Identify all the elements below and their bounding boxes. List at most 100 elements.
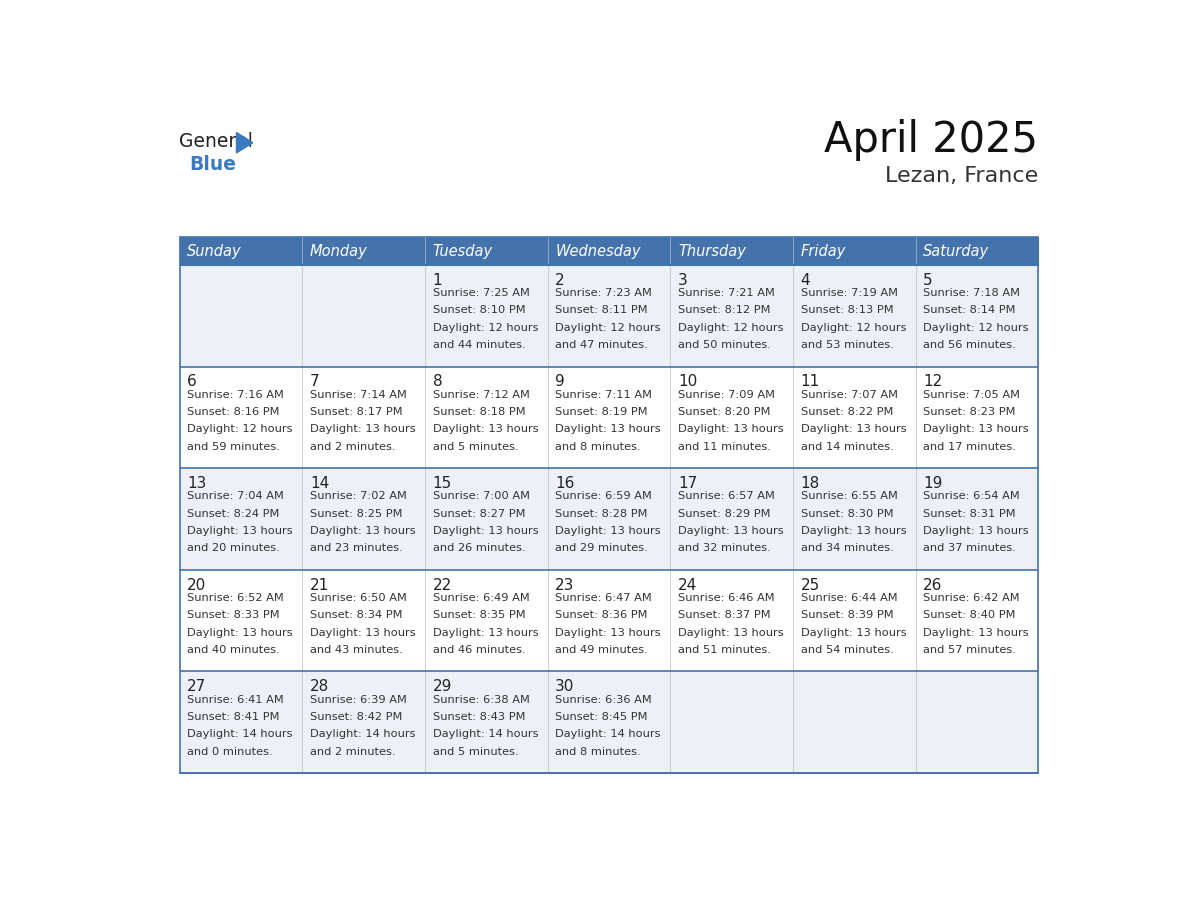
Bar <box>548 237 670 265</box>
Text: Monday: Monday <box>310 243 367 259</box>
Bar <box>302 237 425 265</box>
Text: Sunrise: 7:05 AM: Sunrise: 7:05 AM <box>923 389 1020 399</box>
Text: and 59 minutes.: and 59 minutes. <box>188 442 280 452</box>
Text: 2: 2 <box>555 273 564 287</box>
Text: Daylight: 13 hours: Daylight: 13 hours <box>188 628 293 638</box>
Text: Sunset: 8:30 PM: Sunset: 8:30 PM <box>801 509 893 519</box>
Text: Daylight: 13 hours: Daylight: 13 hours <box>310 628 416 638</box>
Bar <box>179 237 302 265</box>
Text: Sunrise: 7:09 AM: Sunrise: 7:09 AM <box>678 389 775 399</box>
Text: and 5 minutes.: and 5 minutes. <box>432 442 518 452</box>
Text: Daylight: 13 hours: Daylight: 13 hours <box>801 526 906 536</box>
Text: Daylight: 13 hours: Daylight: 13 hours <box>801 628 906 638</box>
Text: Daylight: 13 hours: Daylight: 13 hours <box>432 526 538 536</box>
Text: and 0 minutes.: and 0 minutes. <box>188 746 273 756</box>
Text: Sunrise: 7:14 AM: Sunrise: 7:14 AM <box>310 389 406 399</box>
Text: Sunset: 8:28 PM: Sunset: 8:28 PM <box>555 509 647 519</box>
Text: Sunrise: 7:16 AM: Sunrise: 7:16 AM <box>188 389 284 399</box>
Text: Sunset: 8:42 PM: Sunset: 8:42 PM <box>310 712 403 722</box>
Text: Sunrise: 6:55 AM: Sunrise: 6:55 AM <box>801 491 897 501</box>
Text: Sunrise: 7:02 AM: Sunrise: 7:02 AM <box>310 491 406 501</box>
Text: 24: 24 <box>678 577 697 592</box>
Text: Daylight: 13 hours: Daylight: 13 hours <box>555 526 661 536</box>
Text: Sunset: 8:34 PM: Sunset: 8:34 PM <box>310 610 403 621</box>
Text: Wednesday: Wednesday <box>555 243 640 259</box>
Text: and 43 minutes.: and 43 minutes. <box>310 645 403 655</box>
Text: 20: 20 <box>188 577 207 592</box>
Text: 10: 10 <box>678 375 697 389</box>
Text: Sunrise: 7:21 AM: Sunrise: 7:21 AM <box>678 288 775 298</box>
Text: Sunrise: 6:38 AM: Sunrise: 6:38 AM <box>432 695 530 705</box>
Text: and 49 minutes.: and 49 minutes. <box>555 645 647 655</box>
Text: Sunset: 8:36 PM: Sunset: 8:36 PM <box>555 610 647 621</box>
Text: and 11 minutes.: and 11 minutes. <box>678 442 771 452</box>
Text: and 14 minutes.: and 14 minutes. <box>801 442 893 452</box>
Text: Sunset: 8:20 PM: Sunset: 8:20 PM <box>678 407 771 417</box>
Text: Sunset: 8:41 PM: Sunset: 8:41 PM <box>188 712 279 722</box>
Text: 28: 28 <box>310 679 329 694</box>
Text: Daylight: 12 hours: Daylight: 12 hours <box>188 424 292 434</box>
Text: Daylight: 13 hours: Daylight: 13 hours <box>432 424 538 434</box>
Text: Sunset: 8:40 PM: Sunset: 8:40 PM <box>923 610 1016 621</box>
Text: and 50 minutes.: and 50 minutes. <box>678 340 771 350</box>
Text: Sunset: 8:22 PM: Sunset: 8:22 PM <box>801 407 893 417</box>
Text: Sunrise: 6:47 AM: Sunrise: 6:47 AM <box>555 593 652 603</box>
Text: Sunset: 8:43 PM: Sunset: 8:43 PM <box>432 712 525 722</box>
Bar <box>916 237 1038 265</box>
Text: Daylight: 13 hours: Daylight: 13 hours <box>678 628 784 638</box>
Text: Sunset: 8:16 PM: Sunset: 8:16 PM <box>188 407 279 417</box>
Text: and 20 minutes.: and 20 minutes. <box>188 543 280 554</box>
Text: Sunset: 8:11 PM: Sunset: 8:11 PM <box>555 306 647 316</box>
Text: Sunset: 8:14 PM: Sunset: 8:14 PM <box>923 306 1016 316</box>
Text: Blue: Blue <box>189 155 235 174</box>
Text: Sunrise: 7:25 AM: Sunrise: 7:25 AM <box>432 288 530 298</box>
Text: Sunset: 8:35 PM: Sunset: 8:35 PM <box>432 610 525 621</box>
Text: General: General <box>179 131 253 151</box>
Text: Sunrise: 6:54 AM: Sunrise: 6:54 AM <box>923 491 1020 501</box>
Text: Sunrise: 6:42 AM: Sunrise: 6:42 AM <box>923 593 1020 603</box>
Text: and 5 minutes.: and 5 minutes. <box>432 746 518 756</box>
Text: Daylight: 13 hours: Daylight: 13 hours <box>923 526 1029 536</box>
Text: 1: 1 <box>432 273 442 287</box>
Text: Sunset: 8:25 PM: Sunset: 8:25 PM <box>310 509 403 519</box>
Bar <box>179 265 1038 366</box>
Text: and 56 minutes.: and 56 minutes. <box>923 340 1016 350</box>
Text: Daylight: 13 hours: Daylight: 13 hours <box>678 526 784 536</box>
Text: 16: 16 <box>555 476 575 491</box>
Text: Sunrise: 7:12 AM: Sunrise: 7:12 AM <box>432 389 530 399</box>
Text: Sunrise: 6:39 AM: Sunrise: 6:39 AM <box>310 695 406 705</box>
Text: Sunrise: 6:41 AM: Sunrise: 6:41 AM <box>188 695 284 705</box>
Text: Daylight: 13 hours: Daylight: 13 hours <box>555 424 661 434</box>
Text: 22: 22 <box>432 577 451 592</box>
Text: Sunrise: 6:49 AM: Sunrise: 6:49 AM <box>432 593 530 603</box>
Text: 4: 4 <box>801 273 810 287</box>
Text: and 47 minutes.: and 47 minutes. <box>555 340 647 350</box>
Bar <box>670 237 792 265</box>
Text: Daylight: 13 hours: Daylight: 13 hours <box>923 628 1029 638</box>
Text: Sunset: 8:37 PM: Sunset: 8:37 PM <box>678 610 771 621</box>
Text: Saturday: Saturday <box>923 243 990 259</box>
Text: and 17 minutes.: and 17 minutes. <box>923 442 1016 452</box>
Text: 23: 23 <box>555 577 575 592</box>
Text: Daylight: 14 hours: Daylight: 14 hours <box>432 729 538 739</box>
Text: Sunrise: 6:36 AM: Sunrise: 6:36 AM <box>555 695 652 705</box>
Text: Sunset: 8:12 PM: Sunset: 8:12 PM <box>678 306 771 316</box>
Text: 27: 27 <box>188 679 207 694</box>
Text: Sunrise: 7:11 AM: Sunrise: 7:11 AM <box>555 389 652 399</box>
Text: Sunrise: 6:46 AM: Sunrise: 6:46 AM <box>678 593 775 603</box>
Text: Daylight: 13 hours: Daylight: 13 hours <box>923 424 1029 434</box>
Text: Thursday: Thursday <box>678 243 746 259</box>
Text: Sunrise: 6:59 AM: Sunrise: 6:59 AM <box>555 491 652 501</box>
Text: and 2 minutes.: and 2 minutes. <box>310 746 396 756</box>
Text: Sunrise: 7:18 AM: Sunrise: 7:18 AM <box>923 288 1020 298</box>
Text: Daylight: 12 hours: Daylight: 12 hours <box>923 323 1029 332</box>
Text: Daylight: 12 hours: Daylight: 12 hours <box>555 323 661 332</box>
Text: 26: 26 <box>923 577 942 592</box>
Text: Sunrise: 7:23 AM: Sunrise: 7:23 AM <box>555 288 652 298</box>
Text: Sunset: 8:27 PM: Sunset: 8:27 PM <box>432 509 525 519</box>
Text: Daylight: 13 hours: Daylight: 13 hours <box>555 628 661 638</box>
Text: Sunset: 8:19 PM: Sunset: 8:19 PM <box>555 407 647 417</box>
Text: 19: 19 <box>923 476 942 491</box>
Text: 6: 6 <box>188 375 197 389</box>
Text: 8: 8 <box>432 375 442 389</box>
